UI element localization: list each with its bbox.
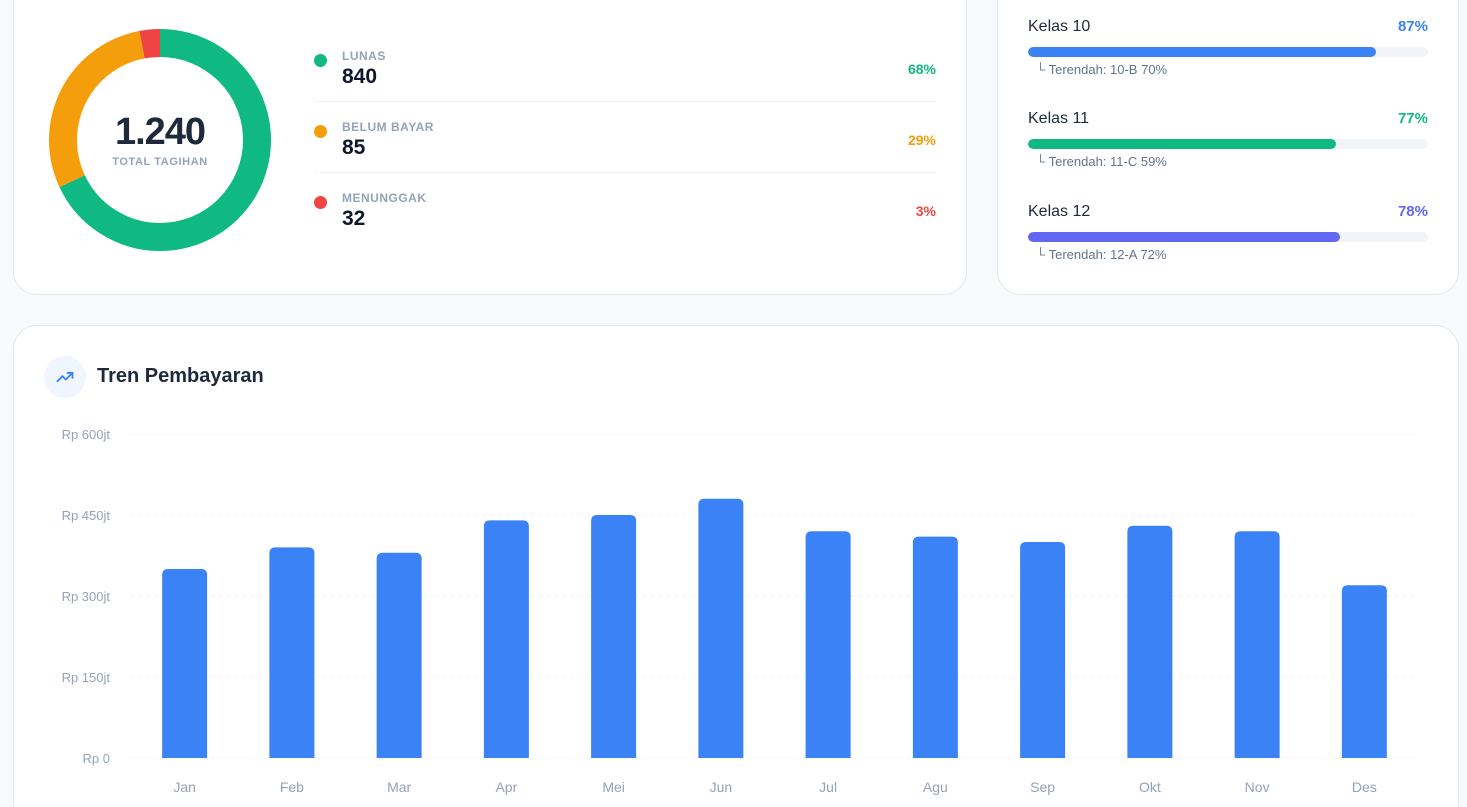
class-percent: 87% [1397,18,1428,35]
bar-jul[interactable] [805,531,851,758]
legend-label: MENUNGGAK [342,191,427,205]
bar-sep[interactable] [1020,542,1066,758]
donut-segment-belum-bayar [49,29,271,251]
donut-svg [49,29,271,251]
progress-fill [1028,139,1336,149]
x-tick-label: Nov [1245,779,1270,795]
bar-nov[interactable] [1234,531,1280,758]
legend-row-lunas: LUNAS 840 68% [314,31,936,102]
belum-bayar-dot-icon [314,125,327,138]
x-tick-label: Des [1352,779,1377,795]
status-donut-chart: 1.240 TOTAL TAGIHAN [49,29,271,251]
x-tick-label: Mei [602,779,625,795]
x-tick-label: Jul [819,779,837,795]
bar-agu[interactable] [912,536,958,758]
progress-track [1028,47,1428,57]
class-name: Kelas 11 [1028,110,1090,127]
legend-row-menunggak: MENUNGGAK 32 3% [314,173,936,244]
menunggak-dot-icon [314,196,327,209]
donut-center: 1.240 TOTAL TAGIHAN [49,29,271,251]
bar-jan[interactable] [162,569,208,758]
legend-value: 32 [342,207,366,230]
progress-track [1028,139,1428,149]
lunas-dot-icon [314,54,327,67]
progress-track [1028,232,1428,242]
bar-okt[interactable] [1127,525,1173,758]
progress-fill [1028,47,1376,57]
legend-percent: 3% [915,203,936,219]
bar-mei[interactable] [591,515,637,758]
legend-value: 85 [342,136,366,159]
trend-bar-chart: Rp 0 Rp 150jt Rp 300jt Rp 450jt Rp 600jt Jan F… [62,427,1418,795]
x-tick-label: Okt [1139,779,1161,795]
y-tick-label: Rp 450jt [62,508,111,523]
legend-percent: 68% [907,61,936,77]
progress-fill [1028,232,1340,242]
total-bills-label: TOTAL TAGIHAN [112,156,208,168]
x-tick-label: Agu [923,779,948,795]
x-tick-label: Sep [1030,779,1055,795]
y-tick-label: Rp 150jt [62,670,111,685]
legend-percent: 29% [907,132,936,148]
donut-segment-menunggak [49,29,271,251]
lowest-class-note: └ Terendah: 12-A 72% [1036,247,1167,262]
class-progress-kelas-11: Kelas 11 77% └ Terendah: 11-C 59% [1028,110,1428,190]
bar-mar[interactable] [376,552,422,758]
class-progress-kelas-10: Kelas 10 87% └ Terendah: 10-B 70% [1028,18,1428,98]
class-percent: 77% [1397,110,1428,127]
legend-label: LUNAS [342,49,386,63]
bar-apr[interactable] [483,520,529,758]
y-tick-label: Rp 300jt [62,589,111,604]
x-tick-label: Feb [280,779,304,795]
payment-trend-card: Tren Pembayaran Rp 0 Rp 150jt Rp 300jt Rp 4… [13,325,1459,807]
class-progress-kelas-12: Kelas 12 78% └ Terendah: 12-A 72% [1028,203,1428,283]
legend-row-belum-bayar: BELUM BAYAR 85 29% [314,102,936,173]
total-bills-value: 1.240 [114,111,206,153]
legend-label: BELUM BAYAR [342,120,434,134]
bar-feb[interactable] [269,547,315,758]
x-tick-label: Apr [495,779,517,795]
payment-status-card: 1.240 TOTAL TAGIHAN LUNAS 840 68% BELUM … [13,0,967,295]
trending-up-icon [44,356,86,398]
legend-value: 840 [342,65,378,88]
trend-title: Tren Pembayaran [97,365,264,387]
y-tick-label: Rp 0 [83,751,110,766]
lowest-class-note: └ Terendah: 10-B 70% [1036,62,1168,77]
class-name: Kelas 10 [1028,18,1091,35]
x-tick-label: Jan [173,779,196,795]
class-percent: 78% [1397,203,1428,220]
class-name: Kelas 12 [1028,203,1091,220]
bar-des[interactable] [1341,585,1387,758]
x-tick-label: Jun [710,779,733,795]
x-tick-label: Mar [387,779,411,795]
class-progress-card: Kelas 10 87% └ Terendah: 10-B 70% Kelas … [997,0,1459,295]
bar-jun[interactable] [698,498,744,758]
y-tick-label: Rp 600jt [62,427,111,442]
lowest-class-note: └ Terendah: 11-C 59% [1036,154,1167,169]
